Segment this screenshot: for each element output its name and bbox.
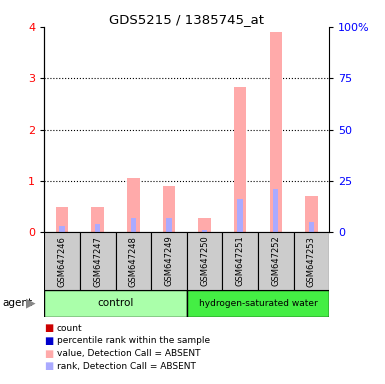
Text: ■: ■ — [44, 361, 54, 371]
Text: GSM647253: GSM647253 — [307, 236, 316, 286]
Text: control: control — [97, 298, 134, 308]
Text: GSM647252: GSM647252 — [271, 236, 280, 286]
Text: value, Detection Call = ABSENT: value, Detection Call = ABSENT — [57, 349, 201, 358]
Text: GSM647249: GSM647249 — [164, 236, 173, 286]
Text: percentile rank within the sample: percentile rank within the sample — [57, 336, 210, 346]
Text: agent: agent — [2, 298, 32, 308]
FancyBboxPatch shape — [116, 232, 151, 290]
Bar — [163, 186, 175, 232]
Text: ▶: ▶ — [26, 297, 36, 310]
Bar — [198, 218, 211, 232]
Text: ■: ■ — [44, 349, 54, 359]
Bar — [59, 226, 65, 232]
Text: GSM647246: GSM647246 — [58, 236, 67, 286]
Text: GSM647247: GSM647247 — [93, 236, 102, 286]
Bar — [92, 207, 104, 232]
Bar — [238, 199, 243, 232]
FancyBboxPatch shape — [223, 232, 258, 290]
Text: hydrogen-saturated water: hydrogen-saturated water — [199, 299, 317, 308]
Text: ■: ■ — [44, 323, 54, 333]
Bar — [309, 222, 314, 232]
Bar — [95, 223, 100, 232]
FancyBboxPatch shape — [293, 232, 329, 290]
Text: count: count — [57, 324, 83, 333]
FancyBboxPatch shape — [44, 290, 187, 317]
Title: GDS5215 / 1385745_at: GDS5215 / 1385745_at — [109, 13, 264, 26]
Text: GSM647250: GSM647250 — [200, 236, 209, 286]
FancyBboxPatch shape — [187, 232, 223, 290]
Bar — [234, 88, 246, 232]
Text: GSM647251: GSM647251 — [236, 236, 244, 286]
Bar — [56, 207, 68, 232]
Bar — [127, 179, 139, 232]
FancyBboxPatch shape — [187, 290, 329, 317]
Text: ■: ■ — [44, 336, 54, 346]
Bar — [273, 189, 278, 232]
FancyBboxPatch shape — [151, 232, 187, 290]
Bar — [305, 196, 318, 232]
Bar — [270, 32, 282, 232]
FancyBboxPatch shape — [80, 232, 116, 290]
Text: GSM647248: GSM647248 — [129, 236, 138, 286]
Bar — [202, 230, 207, 232]
Bar — [166, 218, 172, 232]
Bar — [131, 218, 136, 232]
FancyBboxPatch shape — [44, 232, 80, 290]
Text: rank, Detection Call = ABSENT: rank, Detection Call = ABSENT — [57, 362, 196, 371]
FancyBboxPatch shape — [258, 232, 293, 290]
